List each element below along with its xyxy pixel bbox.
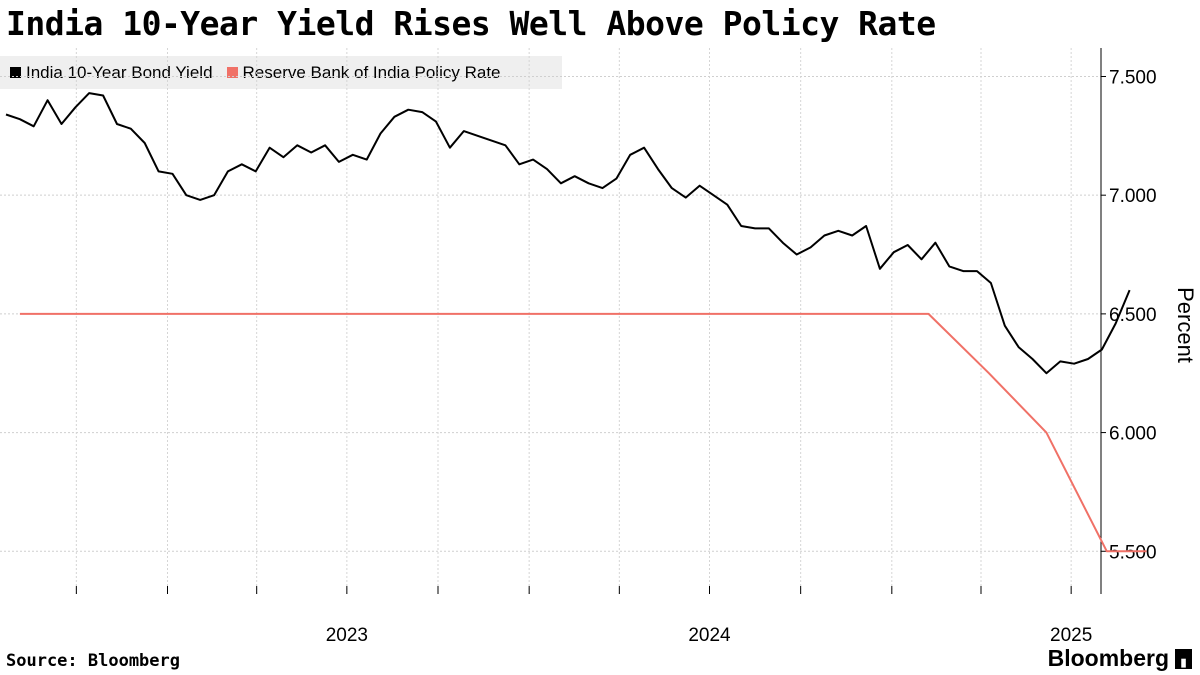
y-tick-label: 7.000: [1109, 186, 1157, 207]
bloomberg-terminal-icon: ▮: [1175, 648, 1192, 669]
bloomberg-logo: Bloomberg ▮: [1048, 645, 1192, 672]
x-tick-label: 2025: [1050, 625, 1092, 646]
x-tick-label: 2024: [688, 625, 731, 646]
x-tick-label: 2023: [326, 625, 368, 646]
policy-rate-line: [19, 312, 1147, 553]
brand-name: Bloomberg: [1047, 645, 1169, 671]
legend-swatch-bond-yield: [10, 67, 21, 78]
y-axis-title: Percent: [1173, 287, 1198, 363]
bond-yield-line: [5, 92, 1131, 375]
chart-title: India 10-Year Yield Rises Well Above Pol…: [6, 4, 936, 43]
legend-swatch-policy-rate: [226, 67, 238, 78]
y-tick-label: 5.500: [1109, 542, 1157, 563]
y-tick-label: 6.000: [1109, 424, 1157, 445]
y-tick-label: 7.500: [1109, 67, 1157, 88]
source-note: Source: Bloomberg: [6, 651, 180, 671]
